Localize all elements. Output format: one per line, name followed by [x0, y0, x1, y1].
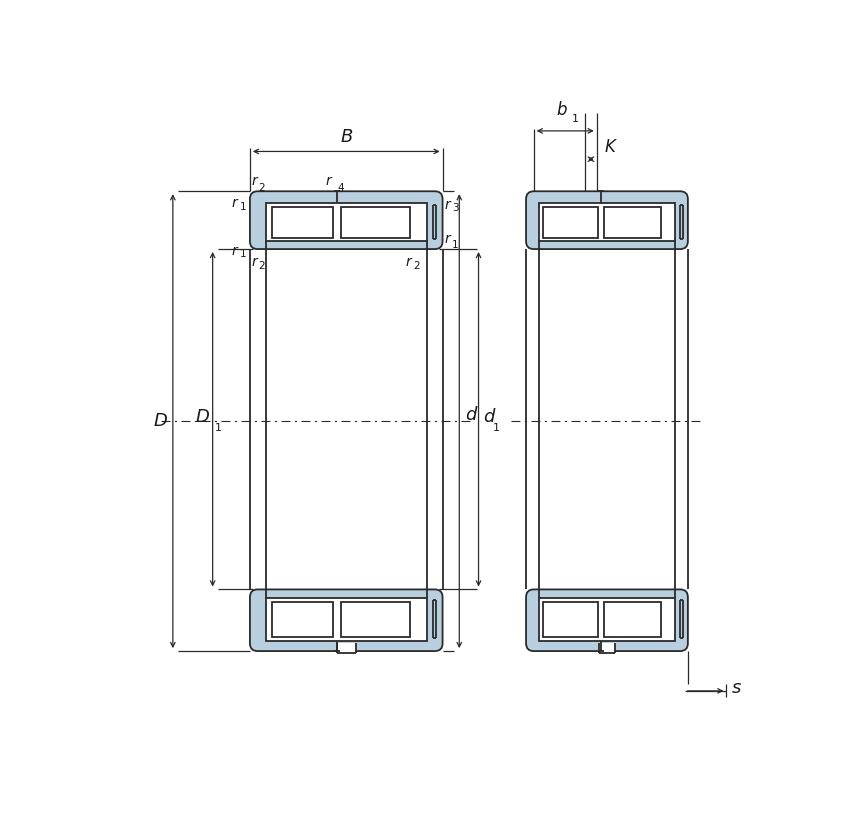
- Bar: [272, 601, 333, 637]
- Text: 3: 3: [452, 203, 459, 213]
- Bar: [543, 601, 598, 637]
- Text: r: r: [405, 255, 411, 269]
- FancyBboxPatch shape: [526, 191, 688, 249]
- Bar: [543, 207, 598, 238]
- Text: 1: 1: [240, 202, 246, 212]
- Text: 1: 1: [240, 249, 246, 259]
- Bar: [272, 207, 333, 238]
- Text: s: s: [732, 679, 741, 696]
- Text: D: D: [196, 408, 209, 425]
- Bar: [539, 203, 675, 241]
- FancyBboxPatch shape: [250, 191, 442, 249]
- Text: 2: 2: [258, 260, 265, 270]
- Bar: [605, 601, 661, 637]
- Text: 1: 1: [214, 423, 221, 433]
- Bar: [599, 643, 615, 655]
- Text: 4: 4: [337, 183, 344, 193]
- Text: r: r: [232, 197, 238, 210]
- Text: 1: 1: [493, 423, 500, 433]
- Bar: [341, 601, 410, 637]
- Text: r: r: [251, 174, 257, 188]
- Text: r: r: [325, 174, 331, 188]
- Text: b: b: [557, 102, 568, 119]
- Text: 1: 1: [572, 114, 579, 124]
- Text: 1: 1: [452, 240, 459, 250]
- FancyBboxPatch shape: [250, 590, 442, 651]
- Text: r: r: [251, 255, 257, 269]
- Text: 2: 2: [258, 183, 265, 193]
- Text: B: B: [340, 128, 352, 146]
- Text: d: d: [465, 406, 477, 424]
- Text: K: K: [605, 138, 616, 156]
- Bar: [341, 207, 410, 238]
- Text: r: r: [445, 232, 450, 246]
- Text: d: d: [484, 408, 495, 425]
- Text: r: r: [445, 198, 450, 212]
- Text: r: r: [232, 244, 238, 258]
- Text: D: D: [153, 412, 167, 430]
- Bar: [266, 598, 426, 641]
- FancyBboxPatch shape: [526, 590, 688, 651]
- Bar: [266, 203, 426, 241]
- Bar: [336, 643, 356, 655]
- Bar: [539, 598, 675, 641]
- Bar: [605, 207, 661, 238]
- Text: 2: 2: [413, 260, 420, 270]
